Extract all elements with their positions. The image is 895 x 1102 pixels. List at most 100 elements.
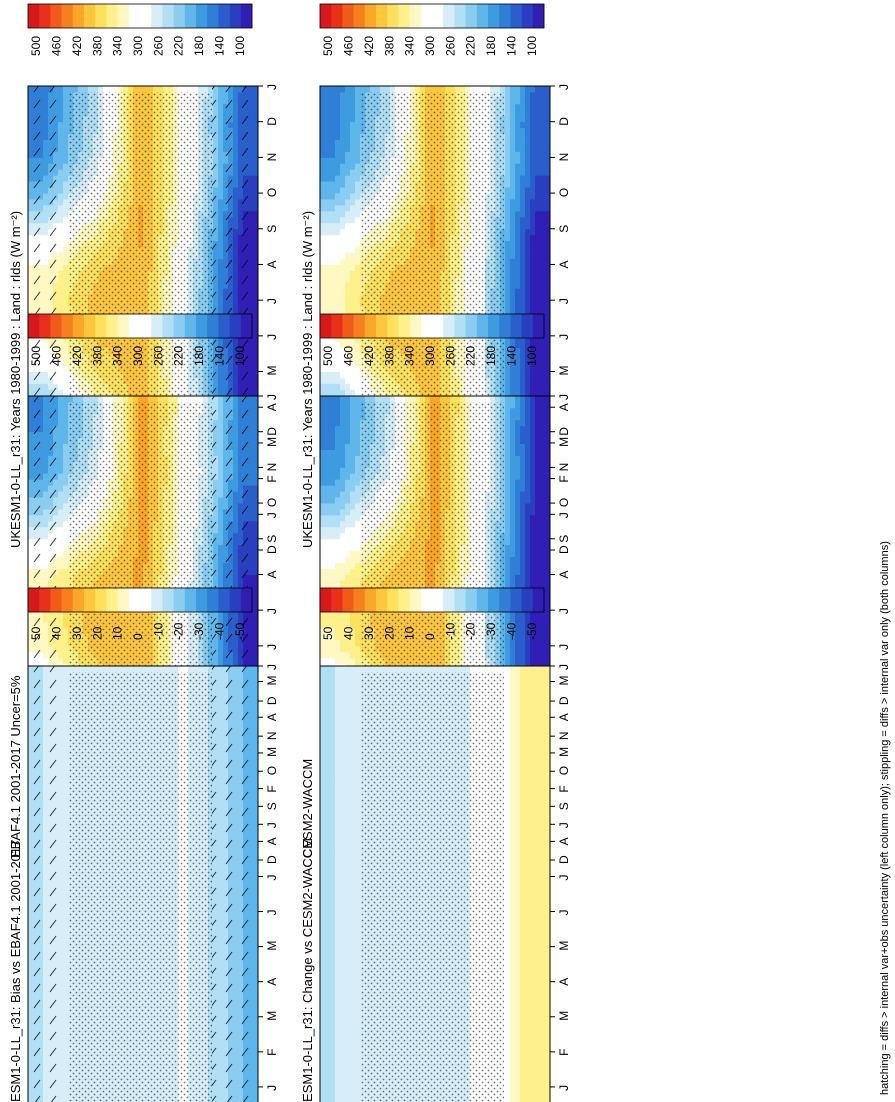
heatmap-cell [58,341,64,349]
heatmap-cell [63,258,69,265]
colorbar-tick-label: 380 [90,346,104,366]
heatmap-cell [58,145,64,152]
colorbar-tick-label: 340 [111,36,125,56]
heatmap-cell [168,86,174,93]
heatmap-cell [58,264,64,271]
colorbar-swatch [196,4,208,28]
colorbar-swatch [95,4,107,28]
colorbar-tick-label: 100 [233,346,247,366]
heatmap-cell [63,210,69,218]
colorbar-swatch [84,314,96,338]
heatmap-cell [68,86,74,93]
colorbar-swatch [72,314,85,338]
colorbar-tick-label: 140 [212,346,226,366]
colorbar-swatch [28,4,40,28]
heatmap-cell [113,86,119,93]
month-tick-label: J [265,334,279,340]
colorbar-frame [27,3,253,29]
month-tick-label: D [265,117,279,126]
heatmap-cell [58,288,64,295]
heatmap-cell [58,133,64,140]
heatmap-cell [58,228,64,236]
colorbar-swatch [173,314,186,338]
heatmap-cell [63,246,69,253]
colorbar-tick-label: 340 [111,346,125,366]
colorbar-tick-label: 180 [192,36,206,56]
heatmap-cell [63,294,69,301]
heatmap-cell [183,86,189,93]
colorbar-tick-label: 300 [131,346,145,366]
colorbar-swatch [151,314,163,338]
month-tick-label: N [265,153,279,162]
heatmap-cell [58,181,64,188]
colorbar-swatch [117,314,130,338]
month-tick-label: O [265,188,279,197]
heatmap-cell [58,240,64,248]
heatmap-cell [138,86,144,93]
colorbar-tick-label: 460 [50,36,64,56]
month-tick-label: J [265,298,279,304]
heatmap-cell [63,335,69,343]
heatmap-cell [58,103,64,111]
heatmap-cell [63,300,69,307]
colorbar-swatch [162,4,174,28]
heatmap-cell [63,97,69,105]
heatmap-cell [63,365,69,372]
colorbar-tick-label: 460 [50,346,64,366]
heatmap-cell [58,121,64,129]
heatmap-cell [63,181,69,188]
heatmap-cell [58,300,64,307]
colorbar-tick-label: 100 [233,36,247,56]
heatmap-cell [58,252,64,259]
heatmap-cell [143,86,149,93]
heatmap-cell [58,115,64,123]
heatmap-cell [63,216,69,224]
heatmap-cell [63,377,69,384]
heatmap-cell [63,389,69,396]
heatmap-cell [63,133,69,140]
colorbar-tick-label: 180 [192,346,206,366]
heatmap-cell [58,109,64,117]
heatmap-cell [73,86,79,93]
heatmap-cell [58,91,64,99]
colorbar-swatch [218,4,230,28]
heatmap-cell [83,86,89,93]
colorbar-swatch [173,4,186,28]
heatmap-cell [58,193,64,200]
colorbar-swatch [184,4,197,28]
heatmap-cell [63,228,69,236]
colorbar-swatch [128,314,141,338]
heatmap-cell [208,86,214,93]
colorbar-swatch [39,314,51,338]
heatmap-cell [63,306,69,313]
heatmap-cell [63,347,69,355]
colorbar-swatch [28,314,40,338]
heatmap-cell [163,86,169,93]
heatmap-cell [93,86,99,93]
colorbar-swatch [106,314,118,338]
colorbar-tick-label: 420 [70,346,84,366]
colorbar-tick-label: 260 [151,36,165,56]
colorbar-swatch [50,314,62,338]
colorbar-swatch [229,314,242,338]
colorbar-swatch [229,4,242,28]
heatmap-cell [58,282,64,289]
month-tick-label: S [265,225,279,233]
heatmap-cell [123,86,129,93]
colorbar-tick-label: 220 [172,346,186,366]
colorbar-tick-label: 420 [70,36,84,56]
month-tick-label: A [265,403,279,411]
heatmap-cell [58,86,64,93]
heatmap-cell [63,353,69,361]
month-tick-label: M [265,437,279,447]
heatmap-cell [58,216,64,224]
heatmap-cell [63,276,69,283]
heatmap-cell [153,86,159,93]
heatmap-cell [58,377,64,384]
heatmap-cell [63,187,69,194]
heatmap-cell [58,127,64,134]
month-tick-label: F [265,475,279,482]
heatmap-cell [63,151,69,158]
heatmap-cell [78,86,84,93]
